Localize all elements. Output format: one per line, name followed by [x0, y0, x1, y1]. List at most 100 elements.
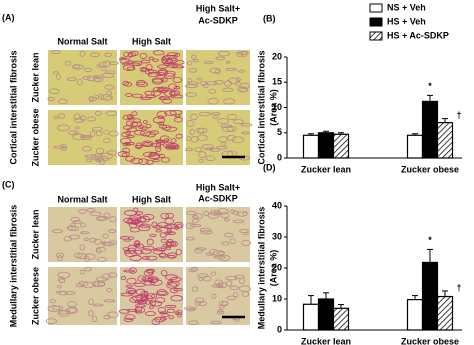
tissue [155, 71, 165, 77]
tissue [58, 309, 70, 315]
tissue [225, 60, 231, 64]
tissue [163, 141, 174, 148]
tissue [161, 312, 169, 318]
tissue [159, 317, 167, 321]
tissue [139, 215, 151, 223]
tissue [185, 120, 195, 127]
tissue [175, 133, 183, 139]
tissue [159, 232, 167, 238]
tissue [152, 58, 159, 62]
tissue [217, 282, 227, 289]
tissue [151, 221, 158, 228]
tissue [173, 288, 183, 292]
tissue [120, 137, 132, 145]
tissue [127, 52, 137, 57]
tissue [167, 280, 180, 287]
tissue [67, 77, 77, 81]
bar [406, 299, 424, 331]
column-label: Normal Salt [57, 36, 107, 46]
tissue [174, 311, 180, 315]
tissue [232, 219, 245, 224]
tissue [135, 142, 142, 150]
tissue [185, 147, 194, 152]
tissue [154, 139, 164, 143]
tissue [49, 88, 60, 95]
column-label: Normal Salt [57, 194, 107, 204]
tissue [141, 68, 150, 72]
tissue [49, 299, 57, 304]
tissue [151, 77, 165, 83]
tissue [149, 279, 163, 286]
tissue [148, 69, 157, 74]
tissue [176, 309, 183, 316]
panel-title: Cortical interstitial fibrosis [8, 50, 18, 164]
tissue [91, 280, 100, 288]
tissue [79, 50, 86, 57]
tissue [79, 134, 93, 139]
tissue [50, 50, 61, 54]
annotation: † [456, 110, 461, 120]
tissue [152, 86, 165, 93]
tissue [104, 52, 113, 57]
tissue [217, 51, 230, 57]
tissue [156, 291, 169, 296]
tissue [102, 60, 111, 68]
tissue [60, 144, 68, 149]
tissue [92, 315, 98, 323]
tissue [47, 305, 61, 312]
tissue [89, 52, 101, 58]
panel-label: (D) [263, 162, 276, 172]
bar [421, 100, 439, 159]
bar [332, 133, 350, 159]
tissue [218, 136, 229, 143]
tissue [185, 92, 198, 97]
tissue [161, 98, 173, 104]
tissue [148, 152, 161, 160]
tissue [241, 131, 250, 135]
tissue [167, 279, 173, 286]
tissue [198, 277, 204, 281]
tissue [125, 155, 136, 162]
tissue [139, 223, 151, 228]
x-tick-label: Zucker obese [401, 164, 459, 174]
tissue [52, 229, 63, 234]
tissue [57, 124, 70, 132]
tissue [203, 83, 209, 89]
tissue [96, 215, 109, 221]
tissue [229, 209, 235, 214]
tissue [73, 220, 82, 224]
annotation: * [428, 81, 432, 91]
tissue [91, 153, 103, 161]
bar [421, 261, 439, 331]
y-tick-label: 40 [272, 200, 282, 210]
tissue [98, 93, 104, 100]
tissue [106, 150, 117, 156]
annotation: † [456, 282, 461, 292]
tissue [72, 133, 85, 141]
tissue [122, 142, 131, 147]
tissue [123, 64, 135, 71]
tissue [174, 225, 180, 230]
tissue [82, 76, 91, 80]
tissue [237, 86, 248, 93]
tissue [65, 307, 78, 314]
tissue [64, 60, 72, 66]
tissue [210, 320, 222, 325]
bar [332, 307, 350, 331]
tissue [122, 147, 131, 154]
tissue [76, 78, 83, 86]
tissue [91, 126, 103, 132]
tissue [88, 95, 94, 103]
tissue [225, 276, 238, 281]
tissue [208, 88, 217, 94]
tissue [68, 130, 78, 136]
tissue [125, 60, 135, 65]
tissue [152, 249, 163, 255]
tissue [167, 252, 177, 259]
tissue [144, 68, 154, 75]
tissue [229, 238, 237, 244]
tissue [77, 252, 88, 260]
tissue [108, 61, 119, 65]
tissue [79, 223, 86, 228]
